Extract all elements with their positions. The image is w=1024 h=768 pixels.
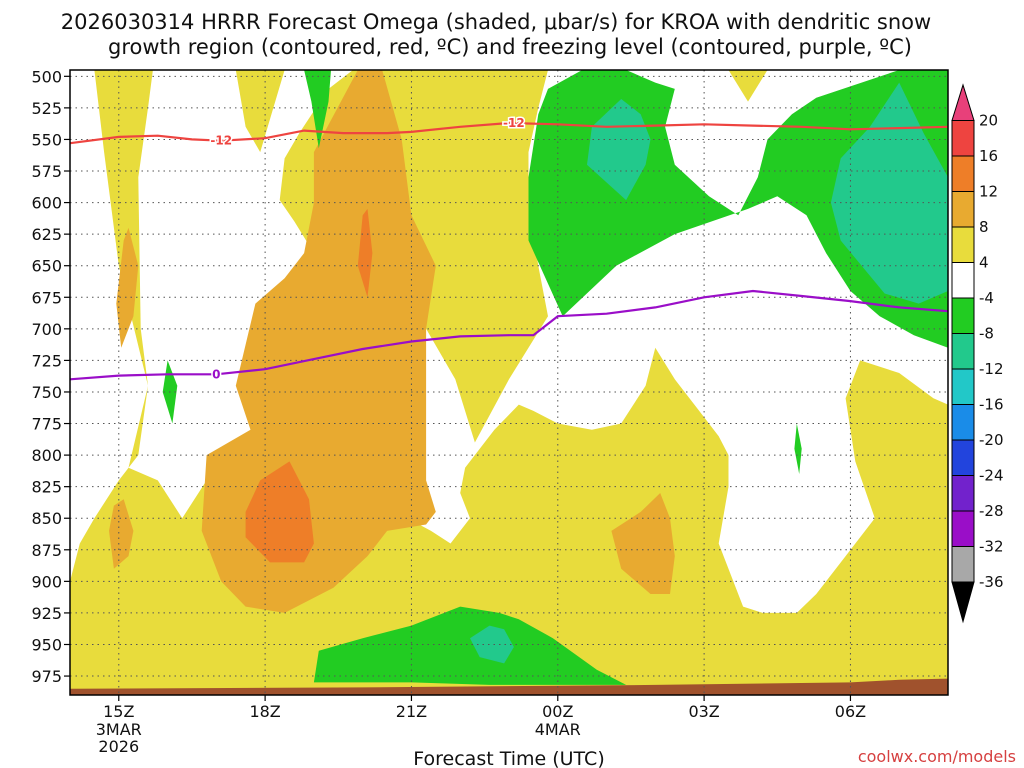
omega-region-o12-9 — [357, 208, 373, 298]
colorbar-bottom-arrow — [951, 581, 975, 624]
x-tick-sublabel: 2026 — [98, 737, 139, 756]
y-tick-label: 675 — [31, 288, 62, 307]
x-axis-label: Forecast Time (UTC) — [413, 748, 604, 768]
omega-shaded-regions — [70, 70, 948, 695]
dgz-minus12-contour — [70, 121, 948, 145]
y-tick-label: 525 — [31, 99, 62, 118]
y-tick-label: 750 — [31, 383, 62, 402]
temperature-contours: -12 -12 0 — [70, 115, 948, 383]
colorbar-swatch — [951, 333, 975, 370]
y-tick-label: 600 — [31, 194, 62, 213]
colorbar-tick-label: 12 — [979, 183, 998, 201]
y-tick-label: 700 — [31, 320, 62, 339]
colorbar-swatch — [951, 475, 975, 512]
colorbar-swatch — [951, 191, 975, 228]
y-tick-label: 625 — [31, 225, 62, 244]
colorbar-tick-label: -12 — [979, 360, 1004, 378]
y-axis-pressure-ticks: 500 525 550 575 600 625 650 675 700 725 750 775 800 8… — [31, 67, 70, 686]
x-tick-label: 00Z — [542, 702, 573, 721]
x-tick-label: 06Z — [835, 702, 866, 721]
y-tick-label: 725 — [31, 351, 62, 370]
chart-title-line-2: growth region (contoured, red, ºC) and f… — [108, 35, 912, 59]
colorbar-swatch — [951, 546, 975, 583]
freezing-level-contour-label: 0 — [212, 367, 220, 381]
omega-region-t12-16 — [830, 82, 948, 304]
colorbar-tick-label: 16 — [979, 147, 998, 165]
colorbar-tick-label: 8 — [979, 218, 989, 236]
colorbar-swatch — [951, 262, 975, 299]
omega-region-g8-11 — [304, 70, 331, 149]
omega-region-y8-6 — [109, 499, 134, 569]
omega-region-g8-14 — [313, 606, 627, 685]
colorbar-tick-label: -20 — [979, 431, 1004, 449]
colorbar-tick-label: 20 — [979, 112, 998, 130]
colorbar-tick-label: -28 — [979, 502, 1004, 520]
x-tick-label: 15Z — [103, 702, 134, 721]
colorbar-swatch — [951, 297, 975, 334]
omega-region-g8-13 — [794, 423, 802, 474]
plot-frame — [69, 69, 949, 696]
colorbar-swatch — [951, 510, 975, 547]
colorbar-tick-label: -32 — [979, 538, 1004, 556]
y-tick-label: 800 — [31, 446, 62, 465]
colorbar-tick-label: -4 — [979, 289, 994, 307]
y-tick-label: 775 — [31, 415, 62, 434]
y-tick-label: 575 — [31, 162, 62, 181]
omega-region-y8-5 — [116, 227, 139, 348]
x-tick-label: 18Z — [249, 702, 280, 721]
colorbar-tick-label: 4 — [979, 254, 989, 272]
y-tick-label: 925 — [31, 604, 62, 623]
freezing-level-contour — [70, 289, 948, 381]
colorbar-tick-label: -24 — [979, 467, 1004, 485]
omega-region-t12-17 — [470, 625, 514, 664]
y-tick-label: 650 — [31, 257, 62, 276]
y-tick-label: 500 — [31, 67, 62, 86]
omega-region-t12-15 — [587, 99, 651, 201]
colorbar-swatch — [951, 404, 975, 441]
colorbar-tick-label: -8 — [979, 325, 994, 343]
dgz-minus12-contour-label: -12 — [503, 116, 525, 130]
colorbar-swatch — [951, 226, 975, 263]
y-tick-label: 850 — [31, 509, 62, 528]
y-tick-label: 975 — [31, 667, 62, 686]
colorbar-swatch — [951, 368, 975, 405]
plot-gridlines — [70, 70, 948, 695]
omega-region-y4-1 — [235, 70, 285, 153]
colorbar-tick-label: -16 — [979, 396, 1004, 414]
y-tick-label: 875 — [31, 541, 62, 560]
colorbar-swatch — [951, 120, 975, 157]
omega-region-y8-4 — [201, 70, 436, 613]
y-tick-label: 950 — [31, 635, 62, 654]
site-credit: coolwx.com/models — [858, 747, 1016, 766]
colorbar-swatch — [951, 155, 975, 192]
x-tick-label: 03Z — [688, 702, 719, 721]
y-tick-label: 900 — [31, 572, 62, 591]
y-tick-label: 825 — [31, 478, 62, 497]
x-tick-sublabel: 3MAR — [96, 720, 142, 739]
omega-region-y4-3 — [728, 70, 768, 102]
y-tick-label: 550 — [31, 130, 62, 149]
omega-region-ground-18 — [70, 678, 948, 695]
x-tick-sublabel: 4MAR — [535, 720, 581, 739]
colorbar-legend: 20 16 12 8 4 -4 -8 -12 -16 -20 -24 -28 -32 -36 — [951, 83, 1004, 624]
chart-title-line-1: 2026030314 HRRR Forecast Omega (shaded, … — [61, 10, 931, 34]
colorbar-swatch — [951, 439, 975, 476]
dgz-minus12-contour-label: -12 — [210, 134, 232, 148]
colorbar-tick-label: -36 — [979, 573, 1004, 591]
x-tick-label: 21Z — [396, 702, 427, 721]
colorbar-top-arrow — [951, 83, 975, 121]
